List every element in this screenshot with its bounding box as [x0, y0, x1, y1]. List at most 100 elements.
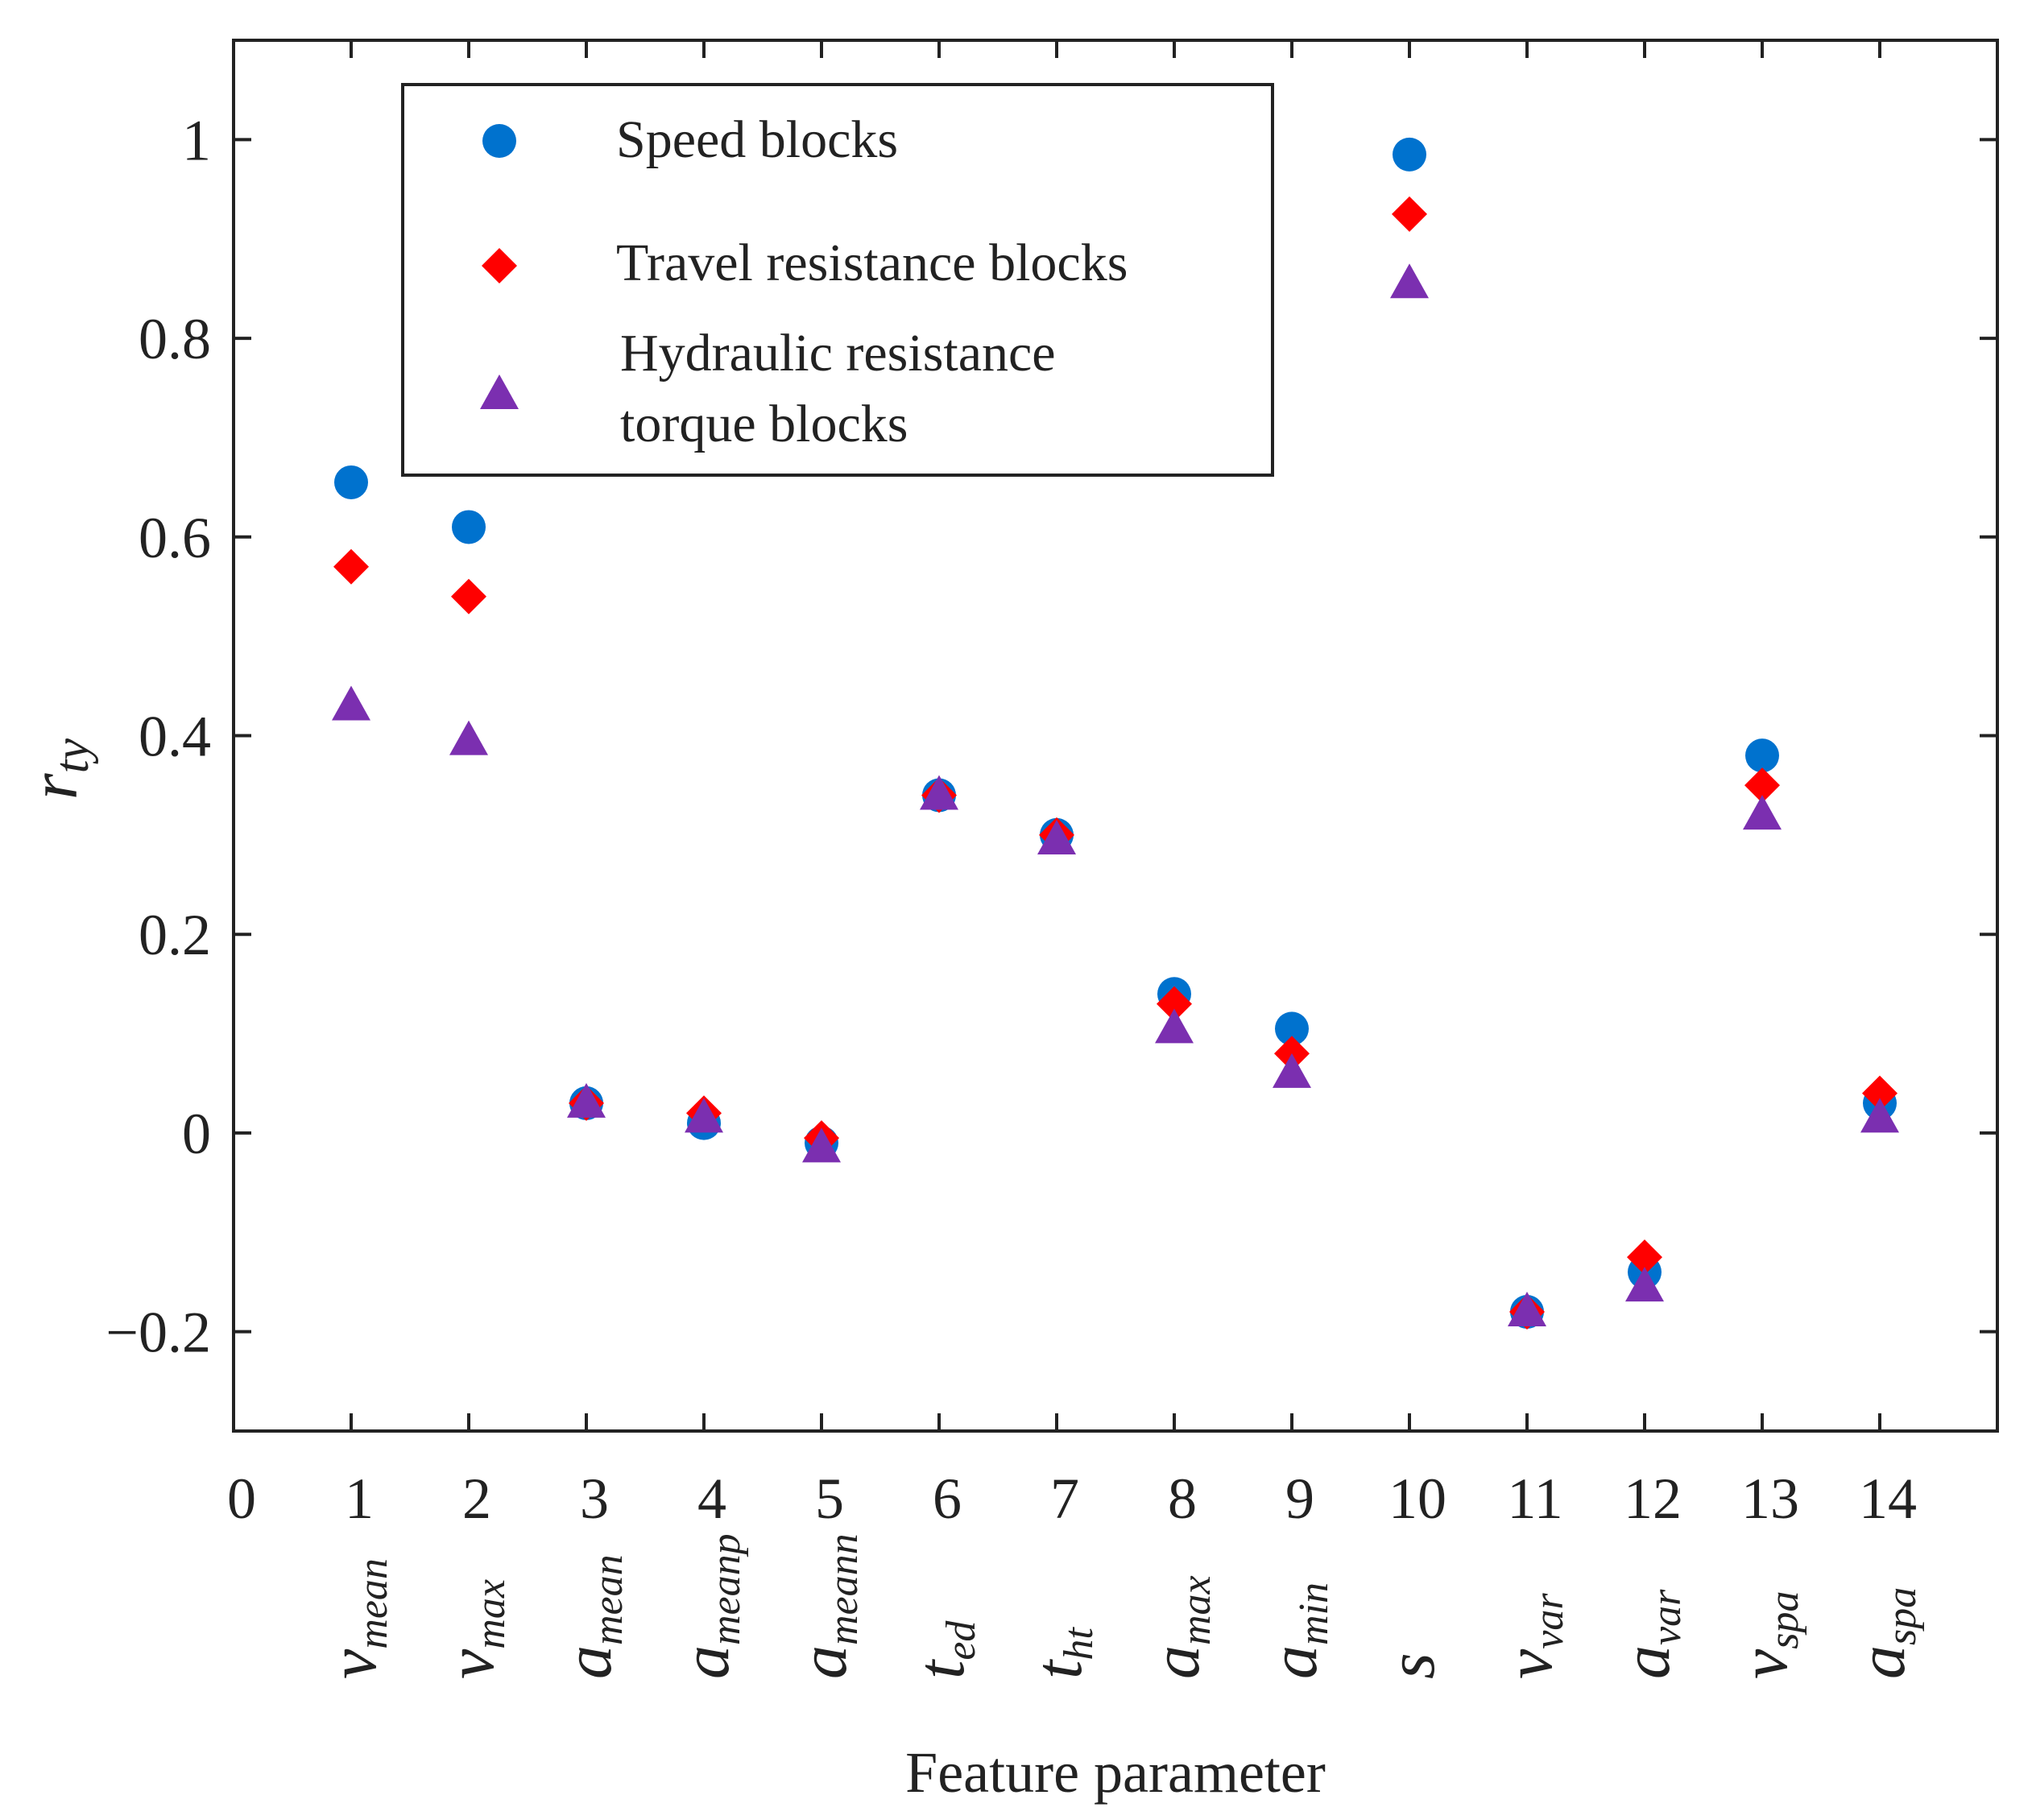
point-triangle — [449, 720, 488, 755]
feature-label-main: t — [904, 1658, 979, 1679]
feature-label: amax — [1139, 1575, 1219, 1679]
x-tick-label: 6 — [933, 1466, 962, 1531]
feature-label-sub: ed — [938, 1620, 984, 1661]
x-tick-label: 0 — [227, 1466, 256, 1531]
feature-label: ted — [904, 1620, 984, 1679]
y-tick-label: 1 — [182, 108, 211, 172]
legend-marker-travel — [482, 248, 517, 283]
legend-markers — [480, 124, 519, 409]
point-circle — [452, 510, 486, 544]
feature-label: tht — [1021, 1627, 1102, 1679]
point-triangle — [1273, 1053, 1311, 1088]
y-tick-label: 0.4 — [139, 705, 211, 769]
feature-label: vvar — [1492, 1593, 1572, 1679]
legend-label-hydraulic-line2: torque blocks — [620, 395, 908, 453]
feature-label: s — [1374, 1652, 1449, 1679]
x-tick-label: 5 — [815, 1466, 844, 1531]
x-tick-label: 4 — [697, 1466, 726, 1531]
legend-label-speed: Speed blocks — [616, 110, 898, 169]
point-triangle — [567, 1082, 606, 1118]
point-diamond — [1157, 986, 1192, 1022]
point-diamond — [333, 548, 369, 585]
feature-label-main: v — [433, 1648, 508, 1679]
y-axis-label: rty — [17, 738, 98, 800]
feature-label-sub: meann — [821, 1533, 867, 1645]
y-tick-label: 0 — [182, 1102, 211, 1166]
point-triangle — [1037, 820, 1076, 855]
x-tick-label: 9 — [1285, 1466, 1314, 1531]
x-tick-label: 14 — [1859, 1466, 1917, 1531]
feature-label-main: t — [1021, 1658, 1096, 1679]
feature-label-main: a — [786, 1645, 861, 1679]
legend: Speed blocks Travel resistance blocks Hy… — [401, 83, 1274, 477]
point-diamond — [451, 578, 486, 614]
point-diamond — [1627, 1239, 1662, 1276]
feature-labels: vmeanvmaxameanameanpameanntedthtamaxamin… — [316, 1533, 1925, 1679]
feature-label: aspa — [1844, 1587, 1925, 1679]
feature-label-sub: ht — [1056, 1627, 1102, 1661]
feature-label: ameann — [786, 1533, 867, 1679]
feature-label-main: s — [1374, 1652, 1449, 1679]
feature-label-sub: mean — [586, 1554, 631, 1645]
y-axis-label-sub: ty — [45, 738, 98, 774]
point-circle — [1393, 137, 1426, 172]
point-triangle — [332, 685, 370, 721]
feature-label: vmax — [433, 1579, 514, 1679]
feature-label: amin — [1256, 1582, 1337, 1679]
legend-marker-hydraulic — [480, 374, 519, 409]
x-ticks: 0 1 2 3 4 5 6 7 8 9 10 11 12 13 14 — [227, 40, 1917, 1531]
point-circle — [1745, 738, 1779, 773]
x-tick-label: 13 — [1741, 1466, 1799, 1531]
feature-label-sub: meanp — [703, 1533, 749, 1645]
data-points — [332, 137, 1899, 1330]
point-triangle — [1625, 1267, 1664, 1302]
point-triangle — [920, 775, 958, 810]
feature-label: ameanp — [668, 1533, 749, 1679]
point-triangle — [1508, 1291, 1546, 1326]
legend-box — [401, 83, 1274, 477]
x-tick-label: 11 — [1507, 1466, 1562, 1531]
feature-label-sub: var — [1644, 1589, 1690, 1645]
feature-label-main: a — [1139, 1645, 1214, 1679]
feature-label-sub: spa — [1761, 1590, 1807, 1648]
legend-label-hydraulic-line1: Hydraulic resistance — [620, 324, 1056, 383]
x-tick-label: 2 — [462, 1466, 491, 1531]
feature-label-sub: min — [1291, 1582, 1337, 1645]
feature-label-main: a — [1844, 1645, 1919, 1679]
feature-label-sub: var — [1526, 1593, 1572, 1649]
y-axis-label-main: r — [17, 773, 92, 800]
point-triangle — [685, 1098, 723, 1133]
y-tick-label: 0.2 — [139, 903, 211, 967]
feature-label-sub: max — [468, 1579, 514, 1649]
legend-label-travel: Travel resistance blocks — [616, 234, 1128, 292]
point-triangle — [1743, 795, 1782, 830]
feature-label-main: a — [1256, 1645, 1331, 1679]
legend-marker-speed — [482, 124, 516, 158]
feature-label: amean — [551, 1554, 631, 1679]
x-tick-label: 1 — [345, 1466, 374, 1531]
feature-label: avar — [1609, 1589, 1690, 1679]
feature-label-main: v — [316, 1648, 391, 1679]
point-diamond — [1744, 767, 1780, 804]
feature-label-main: v — [1727, 1648, 1802, 1679]
feature-label: vmean — [316, 1558, 396, 1679]
point-triangle — [1390, 263, 1429, 299]
y-tick-label: 0.6 — [139, 506, 211, 570]
feature-label-main: a — [668, 1645, 743, 1679]
y-ticks: −0.2 0 0.2 0.4 0.6 0.8 1 — [106, 108, 1997, 1365]
x-axis-title: Feature parameter — [905, 1740, 1326, 1805]
point-triangle — [1155, 1008, 1194, 1044]
x-tick-label: 12 — [1624, 1466, 1682, 1531]
feature-label-sub: mean — [350, 1558, 396, 1649]
feature-label-main: v — [1492, 1648, 1566, 1679]
feature-label: vspa — [1727, 1590, 1807, 1679]
x-tick-label: 10 — [1388, 1466, 1446, 1531]
point-diamond — [1392, 196, 1427, 232]
y-tick-label: 0.8 — [139, 307, 211, 371]
point-circle — [334, 465, 368, 499]
point-circle — [1275, 1011, 1309, 1046]
feature-label-main: a — [551, 1645, 626, 1679]
x-tick-label: 3 — [580, 1466, 609, 1531]
point-triangle — [802, 1127, 841, 1163]
